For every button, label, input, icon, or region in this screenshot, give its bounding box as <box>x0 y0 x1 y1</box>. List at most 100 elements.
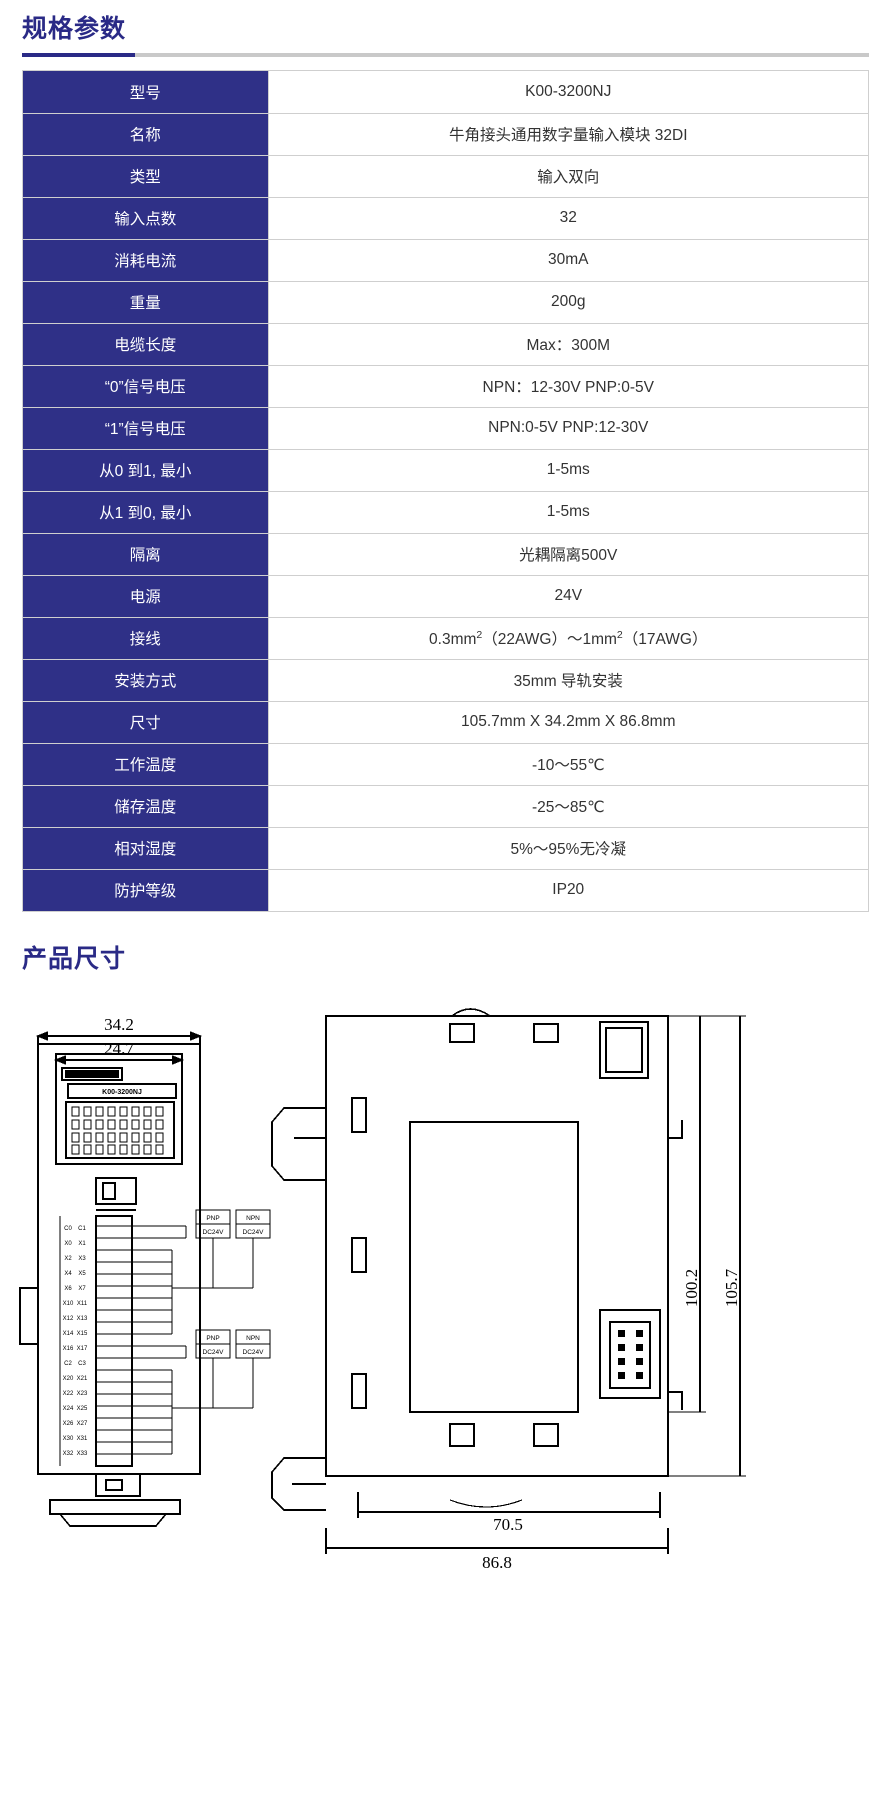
table-row: 类型 输入双向 <box>23 155 868 198</box>
terminal-label: X13 <box>77 1316 88 1322</box>
dims-section-header: 产品尺寸 <box>0 930 891 974</box>
spec-section-header: 规格参数 <box>0 0 891 57</box>
terminal-label: X22 <box>63 1391 74 1397</box>
terminal-label: X25 <box>77 1406 88 1412</box>
spec-label: 消耗电流 <box>23 239 269 282</box>
terminal-label: C3 <box>78 1361 86 1367</box>
spec-label: 储存温度 <box>23 785 269 828</box>
spec-value: 200g <box>268 281 868 324</box>
table-row: 消耗电流 30mA <box>23 239 868 282</box>
dim-label-105-7: 105.7 <box>722 1268 741 1307</box>
terminal-label: X1 <box>78 1241 86 1247</box>
title-underline <box>22 53 869 57</box>
terminal-label: X32 <box>63 1451 74 1457</box>
spec-label: 安装方式 <box>23 659 269 702</box>
spec-label: 工作温度 <box>23 743 269 786</box>
terminal-label: C0 <box>64 1226 72 1232</box>
terminal-label: C1 <box>78 1226 86 1232</box>
dim-label-86-8: 86.8 <box>482 1553 512 1572</box>
terminal-label: X2 <box>64 1256 72 1262</box>
spec-table-container: 型号 K00-3200NJ 名称 牛角接头通用数字量输入模块 32DI 类型 输入双向 输入… <box>22 70 869 912</box>
spec-value: 32 <box>268 197 868 240</box>
terminal-label: X11 <box>77 1301 88 1307</box>
spec-value: IP20 <box>268 869 868 912</box>
terminal-label: X20 <box>63 1376 74 1382</box>
table-row: 安装方式 35mm 导轨安装 <box>23 659 868 702</box>
spec-value: 105.7mm X 34.2mm X 86.8mm <box>268 701 868 744</box>
spec-value: K00-3200NJ <box>268 71 868 114</box>
table-row: 接线 0.3mm2（22AWG）～1mm2（17AWG） <box>23 617 868 660</box>
title-underline-accent <box>22 53 135 57</box>
dim-label-34-2: 34.2 <box>104 1015 134 1034</box>
spec-value: 输入双向 <box>268 155 868 198</box>
terminal-label: X31 <box>77 1436 88 1442</box>
table-row: 电源 24V <box>23 575 868 618</box>
spec-value: 30mA <box>268 239 868 282</box>
spec-label: 防护等级 <box>23 869 269 912</box>
terminal-label: X16 <box>63 1346 74 1352</box>
wiring-callout-label: DC24V <box>203 1349 225 1356</box>
module-name-label: K00-3200NJ <box>102 1089 142 1096</box>
table-row: 从0 到1, 最小 1-5ms <box>23 449 868 492</box>
spec-value: -10～55℃ <box>268 743 868 786</box>
terminal-label: C2 <box>64 1361 72 1367</box>
spec-label: 重量 <box>23 281 269 324</box>
dimension-drawing-svg: 34.2 24.7 70.5 86.8 100.2 105.7 K00-3200… <box>19 1007 746 1572</box>
spec-label: 电缆长度 <box>23 323 269 366</box>
terminal-label: X30 <box>63 1436 74 1442</box>
spec-label: 电源 <box>23 575 269 618</box>
spec-value: -25～85℃ <box>268 785 868 828</box>
terminal-label: X14 <box>63 1331 74 1337</box>
table-row: 储存温度 -25～85℃ <box>23 785 868 828</box>
terminal-label: X24 <box>63 1406 74 1412</box>
spec-label: 相对湿度 <box>23 827 269 870</box>
table-row: 重量 200g <box>23 281 868 324</box>
spec-label: 隔离 <box>23 533 269 576</box>
spec-value: NPN：12-30V PNP:0-5V <box>268 365 868 408</box>
spec-value: 1-5ms <box>268 491 868 534</box>
dims-title: 产品尺寸 <box>22 944 127 973</box>
wiring-callout-label: NPN <box>246 1215 260 1222</box>
spec-value: 0.3mm2（22AWG）～1mm2（17AWG） <box>268 617 868 660</box>
dim-label-24-7: 24.7 <box>104 1039 134 1058</box>
spec-value: NPN:0-5V PNP:12-30V <box>268 407 868 450</box>
terminal-label: X23 <box>77 1391 88 1397</box>
spec-table: 型号 K00-3200NJ 名称 牛角接头通用数字量输入模块 32DI 类型 输入双向 输入… <box>23 71 868 912</box>
terminal-label: X0 <box>64 1241 72 1247</box>
wiring-callout-label: DC24V <box>203 1229 225 1236</box>
terminal-label: X17 <box>77 1346 88 1352</box>
terminal-label: X10 <box>63 1301 74 1307</box>
spec-value: 光耦隔离500V <box>268 533 868 576</box>
spec-label: 类型 <box>23 155 269 198</box>
terminal-label: X3 <box>78 1256 86 1262</box>
table-row: “1”信号电压 NPN:0-5V PNP:12-30V <box>23 407 868 450</box>
table-row: 尺寸 105.7mm X 34.2mm X 86.8mm <box>23 701 868 744</box>
terminal-label: X5 <box>78 1271 86 1277</box>
dim-label-70-5: 70.5 <box>493 1515 523 1534</box>
spec-label: 尺寸 <box>23 701 269 744</box>
terminal-label: X7 <box>78 1286 86 1292</box>
terminal-label: X4 <box>64 1271 72 1277</box>
wiring-callout-label: NPN <box>246 1335 260 1342</box>
spec-value: 24V <box>268 575 868 618</box>
wiring-callout-label: PNP <box>206 1215 219 1222</box>
terminal-label: X21 <box>77 1376 88 1382</box>
table-row: 型号 K00-3200NJ <box>23 71 868 114</box>
spec-label: “0”信号电压 <box>23 365 269 408</box>
terminal-label: X26 <box>63 1421 74 1427</box>
dim-label-100-2: 100.2 <box>682 1268 701 1306</box>
terminal-label: X6 <box>64 1286 72 1292</box>
terminal-label: X12 <box>63 1316 74 1322</box>
page-title: 规格参数 <box>22 15 127 43</box>
spec-value: 35mm 导轨安装 <box>268 659 868 702</box>
table-row: 输入点数 32 <box>23 197 868 240</box>
spec-label: 型号 <box>23 71 269 114</box>
spec-label: 接线 <box>23 617 269 660</box>
table-row: 工作温度 -10～55℃ <box>23 743 868 786</box>
table-row: 从1 到0, 最小 1-5ms <box>23 491 868 534</box>
table-row: 电缆长度 Max：300M <box>23 323 868 366</box>
spec-label: 从1 到0, 最小 <box>23 491 269 534</box>
terminal-label: X33 <box>77 1451 88 1457</box>
table-row: “0”信号电压 NPN：12-30V PNP:0-5V <box>23 365 868 408</box>
